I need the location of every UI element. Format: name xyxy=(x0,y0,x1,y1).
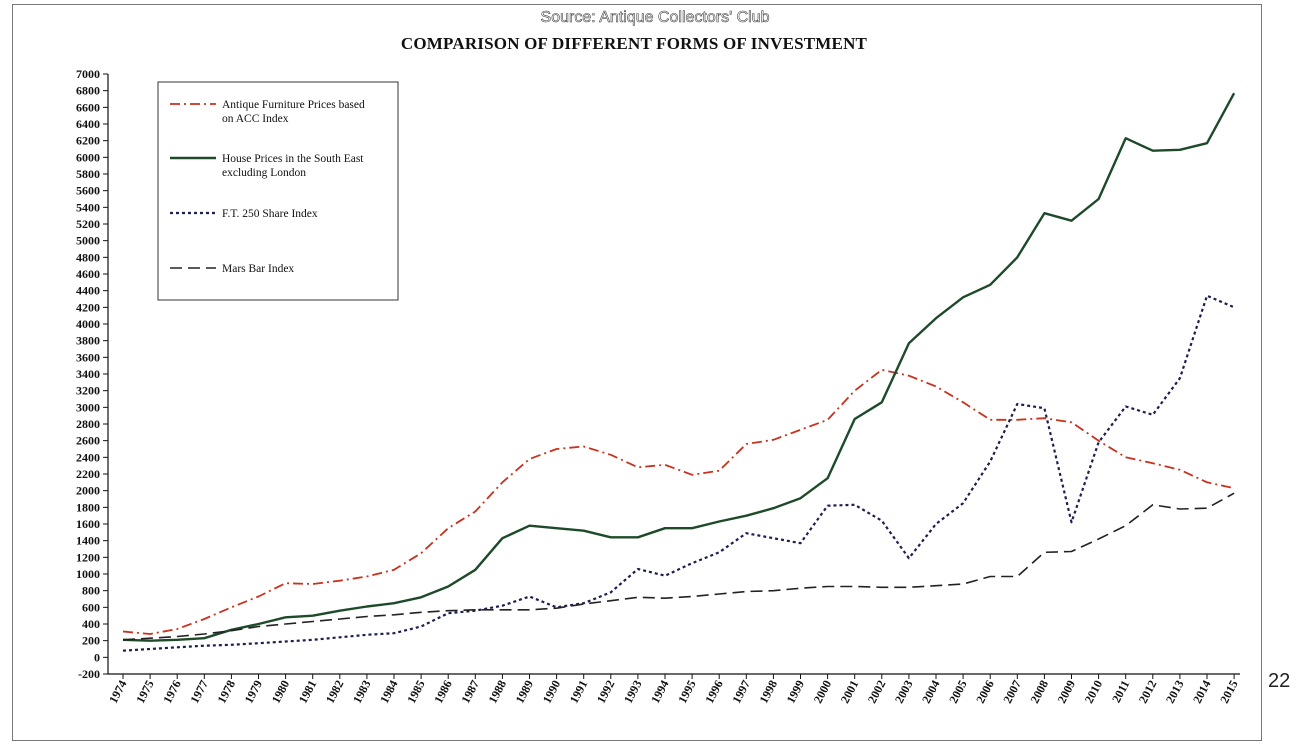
series-lines xyxy=(122,92,1236,652)
x-tick-label: 1992 xyxy=(594,678,618,706)
y-tick-label: 0 xyxy=(94,650,100,664)
y-tick-label: 2600 xyxy=(76,434,100,448)
legend-label: Antique Furniture Prices based xyxy=(222,99,365,111)
y-tick-label: 4000 xyxy=(76,317,100,331)
series-line-2 xyxy=(122,294,1235,652)
legend-label: on ACC Index xyxy=(222,113,289,125)
y-tick-label: 3000 xyxy=(76,400,100,414)
x-tick-label: 2010 xyxy=(1082,678,1106,706)
y-tick-label: 3800 xyxy=(76,334,100,348)
x-tick-label: 1976 xyxy=(160,678,184,706)
y-tick-label: 6200 xyxy=(76,134,100,148)
x-tick-label: 1998 xyxy=(756,678,780,706)
x-tick-label: 1993 xyxy=(621,678,645,706)
y-tick-label: 6000 xyxy=(76,150,100,164)
y-tick-label: 400 xyxy=(82,617,100,631)
x-tick-label: 2003 xyxy=(892,678,916,706)
chart-frame xyxy=(12,4,1262,741)
y-ticks: -200 0 200 400 600 800 1000 1200 1400 1600 1800 200… xyxy=(76,67,108,681)
y-tick-label: 4400 xyxy=(76,284,100,298)
x-tick-label: 1988 xyxy=(485,678,509,706)
x-tick-label: 1979 xyxy=(242,678,266,706)
source-caption: Source: Antique Collectors' Club xyxy=(540,9,770,27)
legend-label: F.T. 250 Share Index xyxy=(222,208,318,220)
y-tick-label: 1600 xyxy=(76,517,100,531)
y-tick-label: 5400 xyxy=(76,200,100,214)
y-tick-label: 2400 xyxy=(76,450,100,464)
x-tick-label: 2013 xyxy=(1163,678,1187,706)
y-tick-label: 3400 xyxy=(76,367,100,381)
x-tick-label: 2002 xyxy=(865,678,889,706)
legend-label: excluding London xyxy=(222,167,306,179)
y-tick-label: 200 xyxy=(82,634,100,648)
y-tick-label: 600 xyxy=(82,600,100,614)
x-tick-label: 1990 xyxy=(540,678,564,706)
y-tick-label: 2200 xyxy=(76,467,100,481)
x-tick-label: 1974 xyxy=(106,678,130,706)
legend-box xyxy=(157,81,399,301)
page-number: 22 xyxy=(1268,670,1291,692)
y-tick-label: 5600 xyxy=(76,184,100,198)
y-tick-label: 5000 xyxy=(76,234,100,248)
x-tick-label: 1975 xyxy=(133,678,157,706)
x-tick-label: 1977 xyxy=(187,678,211,706)
y-tick-label: 4800 xyxy=(76,250,100,264)
series-line-3 xyxy=(122,492,1235,641)
x-tick-label: 1989 xyxy=(513,678,537,706)
x-tick-label: 1997 xyxy=(729,678,753,706)
y-tick-label: 3600 xyxy=(76,350,100,364)
y-tick-label: 1000 xyxy=(76,567,100,581)
x-tick-label: 1978 xyxy=(214,678,238,706)
x-tick-label: 2007 xyxy=(1000,678,1024,706)
x-tick-label: 2012 xyxy=(1136,678,1160,706)
y-tick-label: 3200 xyxy=(76,384,100,398)
x-tick-label: 2000 xyxy=(811,678,835,706)
y-tick-label: 6600 xyxy=(76,100,100,114)
series-line-0 xyxy=(122,368,1235,635)
x-tick-label: 2006 xyxy=(973,678,997,706)
x-ticks: 1974 1975 1976 1977 1978 1979 1980 1981 1982 1983… xyxy=(106,674,1241,706)
y-tick-label: 4600 xyxy=(76,267,100,281)
y-tick-label: 1800 xyxy=(76,500,100,514)
y-tick-label: 6800 xyxy=(76,84,100,98)
x-tick-label: 2014 xyxy=(1190,678,1214,706)
x-tick-label: 1995 xyxy=(675,678,699,706)
x-tick-label: 2015 xyxy=(1217,678,1241,706)
x-tick-label: 2011 xyxy=(1109,678,1132,705)
y-tick-label: 5200 xyxy=(76,217,100,231)
x-tick-label: 2001 xyxy=(838,678,862,706)
series-line-1 xyxy=(122,92,1236,642)
x-tick-label: 1985 xyxy=(404,678,428,706)
x-tick-label: 1996 xyxy=(702,678,726,706)
y-tick-label: 2000 xyxy=(76,484,100,498)
y-tick-label: 2800 xyxy=(76,417,100,431)
y-tick-label: -200 xyxy=(78,667,100,681)
x-tick-label: 2009 xyxy=(1055,678,1079,706)
x-tick-label: 1991 xyxy=(567,678,591,706)
y-tick-label: 5800 xyxy=(76,167,100,181)
y-tick-label: 1200 xyxy=(76,550,100,564)
y-tick-label: 800 xyxy=(82,584,100,598)
y-tick-label: 6400 xyxy=(76,117,100,131)
y-tick-label: 7000 xyxy=(76,67,100,81)
chart-title: COMPARISON OF DIFFERENT FORMS OF INVESTM… xyxy=(400,34,868,53)
x-tick-label: 2008 xyxy=(1027,678,1051,706)
x-tick-label: 2004 xyxy=(919,678,943,706)
x-tick-label: 1984 xyxy=(377,678,401,706)
y-tick-label: 1400 xyxy=(76,534,100,548)
legend-label: Mars Bar Index xyxy=(222,263,294,275)
y-tick-label: 4200 xyxy=(76,300,100,314)
x-tick-label: 1983 xyxy=(350,678,374,706)
x-tick-label: 1982 xyxy=(323,678,347,706)
x-tick-label: 1980 xyxy=(269,678,293,706)
x-tick-label: 1999 xyxy=(784,678,808,706)
x-tick-label: 1987 xyxy=(458,678,482,706)
x-tick-label: 2005 xyxy=(946,678,970,706)
x-tick-label: 1994 xyxy=(648,678,672,706)
legend-label: House Prices in the South East xyxy=(222,153,364,165)
legend: Antique Furniture Prices based on ACC Ind… xyxy=(157,81,399,301)
x-tick-label: 1981 xyxy=(296,678,320,706)
x-tick-label: 1986 xyxy=(431,678,455,706)
